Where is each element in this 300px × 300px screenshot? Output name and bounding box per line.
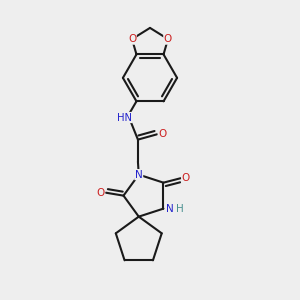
- Text: N: N: [166, 204, 174, 214]
- Text: H: H: [176, 204, 184, 214]
- Text: O: O: [128, 34, 136, 44]
- Text: O: O: [182, 173, 190, 183]
- Text: HN: HN: [117, 112, 132, 122]
- Text: O: O: [158, 129, 166, 139]
- Text: N: N: [135, 169, 142, 180]
- Text: O: O: [96, 188, 105, 198]
- Text: O: O: [164, 34, 172, 44]
